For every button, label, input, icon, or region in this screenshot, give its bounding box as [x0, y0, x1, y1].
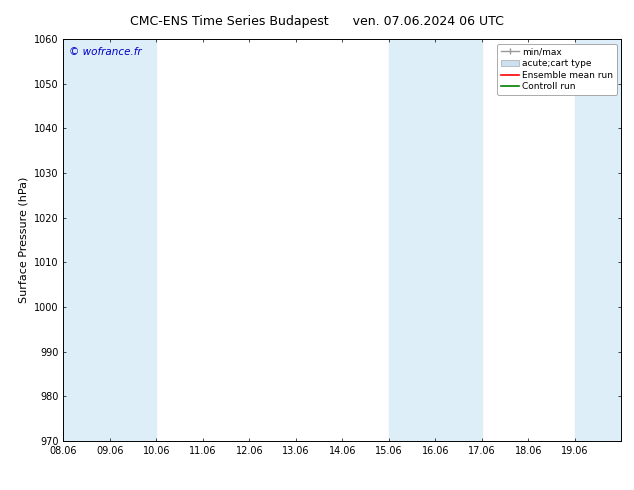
Text: © wofrance.fr: © wofrance.fr: [69, 47, 141, 57]
Bar: [389, 39, 436, 441]
Y-axis label: Surface Pressure (hPa): Surface Pressure (hPa): [18, 177, 29, 303]
Bar: [436, 39, 482, 441]
Text: CMC-ENS Time Series Budapest      ven. 07.06.2024 06 UTC: CMC-ENS Time Series Budapest ven. 07.06.…: [130, 15, 504, 28]
Legend: min/max, acute;cart type, Ensemble mean run, Controll run: min/max, acute;cart type, Ensemble mean …: [497, 44, 617, 95]
Bar: [63, 39, 110, 441]
Bar: [110, 39, 157, 441]
Bar: [575, 39, 621, 441]
